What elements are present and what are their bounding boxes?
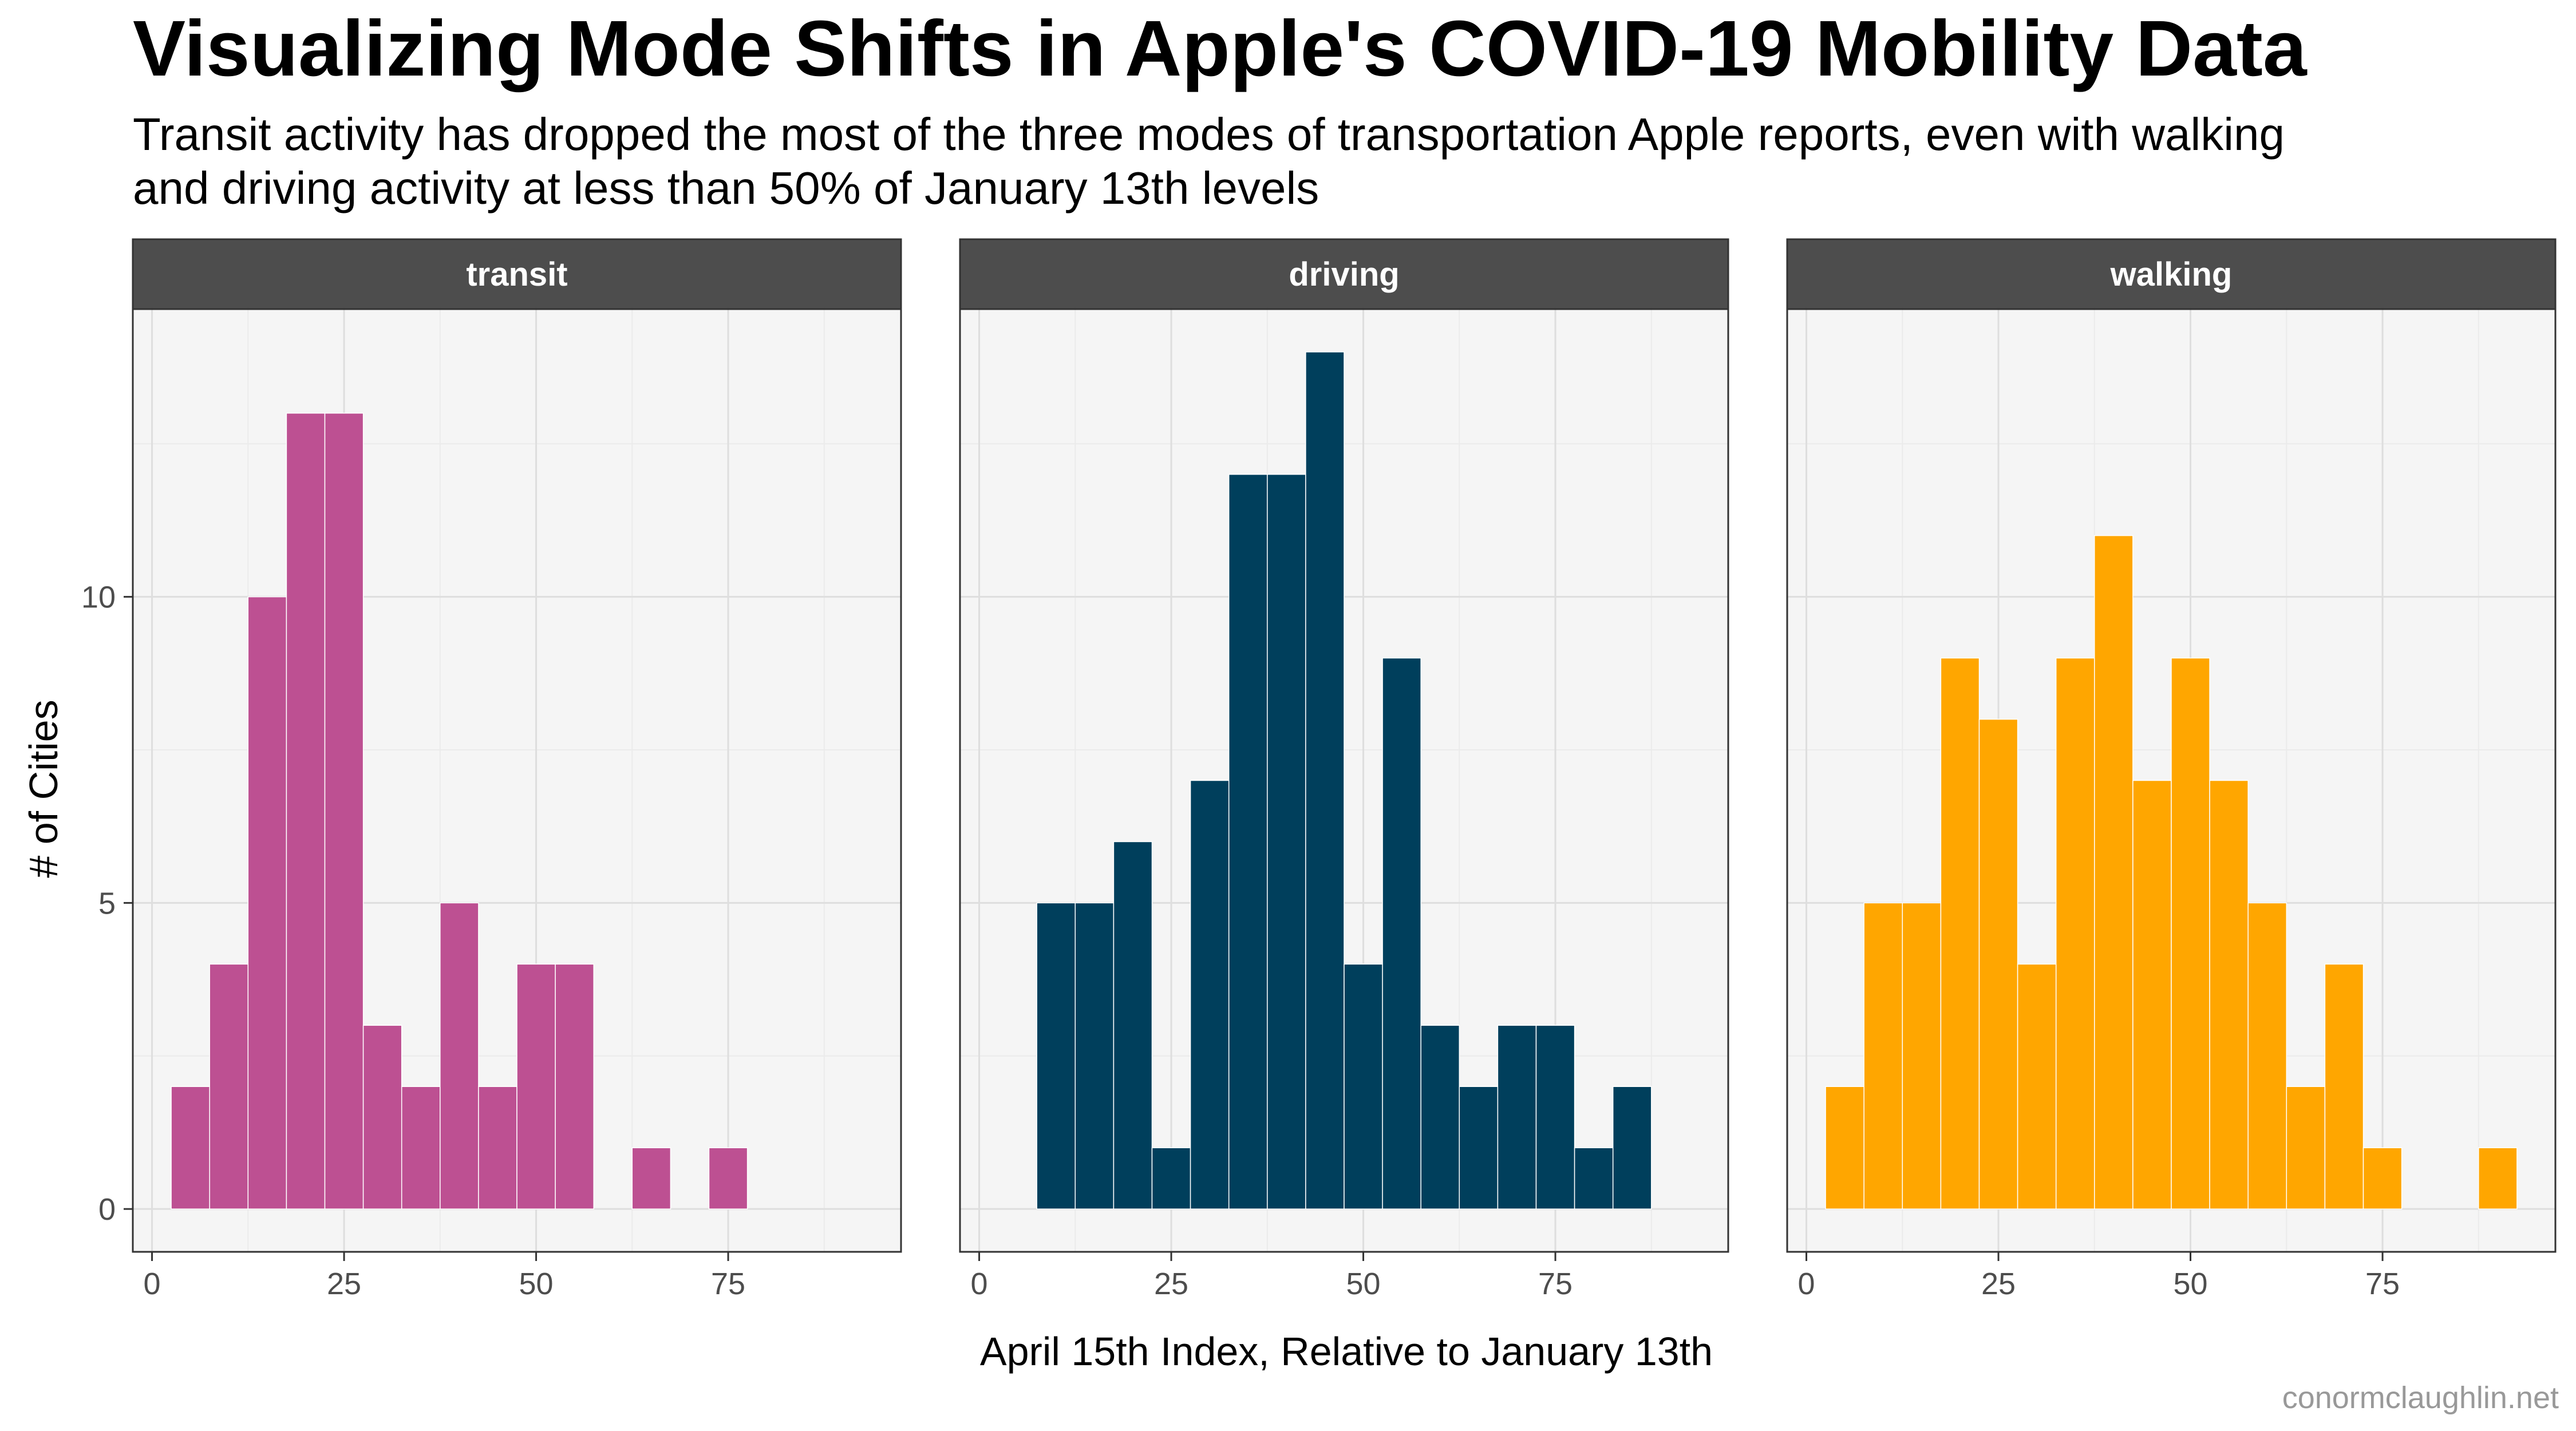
x-tick-label: 75 <box>711 1267 745 1301</box>
facet-walking: walking 0 25 50 75 <box>1786 238 2557 1301</box>
histogram-bar <box>1612 1086 1652 1209</box>
x-tick-label: 0 <box>1798 1267 1815 1301</box>
histogram-bar <box>1151 1147 1191 1209</box>
x-tick-label: 0 <box>144 1267 161 1301</box>
histogram-bar <box>1420 1025 1460 1209</box>
histogram-bar <box>2055 657 2095 1209</box>
histogram-bar <box>631 1147 671 1209</box>
histogram-bar <box>1074 902 1115 1209</box>
histogram-bar <box>1863 902 1903 1209</box>
histogram-bar <box>1228 474 1268 1209</box>
histogram-bar <box>1574 1147 1614 1209</box>
histogram-bar <box>1036 902 1076 1209</box>
x-tick-label: 25 <box>1154 1267 1188 1301</box>
chart-subtitle-line-2: and driving activity at less than 50% of… <box>133 163 1319 214</box>
histogram-bar <box>2132 780 2172 1209</box>
y-axis-title: # of Cities <box>21 699 66 877</box>
histogram-bar <box>1497 1025 1537 1209</box>
histogram-bar <box>440 902 479 1209</box>
facet-strip-label: driving <box>1289 256 1399 293</box>
x-tick-label: 50 <box>2174 1267 2208 1301</box>
facet-strip-label: walking <box>2110 256 2233 293</box>
histogram-bar <box>478 1086 517 1209</box>
x-tick-label: 25 <box>327 1267 361 1301</box>
histogram-bar <box>2017 963 2057 1209</box>
histogram-bar <box>1825 1086 1864 1209</box>
x-tick-label: 25 <box>1981 1267 2016 1301</box>
histogram-bar <box>1382 657 1421 1209</box>
histogram-bar <box>1344 963 1383 1209</box>
facet-strip <box>132 238 902 310</box>
x-tick-label: 75 <box>1538 1267 1573 1301</box>
histogram-bar <box>362 1025 402 1209</box>
histogram-bar <box>1305 351 1345 1209</box>
x-axis-title: April 15th Index, Relative to January 13… <box>980 1329 1713 1374</box>
facet-strip-label: transit <box>466 256 567 293</box>
facet-strip <box>959 238 1729 310</box>
y-tick-label: 0 <box>98 1192 116 1227</box>
histogram-bar <box>555 963 594 1209</box>
x-tick-label: 50 <box>1346 1267 1381 1301</box>
histogram-bar <box>1978 718 2018 1209</box>
chart-subtitle-line-1: Transit activity has dropped the most of… <box>133 109 2285 160</box>
histogram-bar <box>1902 902 1942 1209</box>
histogram-bar <box>2171 657 2210 1209</box>
facet-transit: transit 0 25 50 75 0 5 10 <box>81 238 902 1301</box>
y-tick-label: 10 <box>81 580 116 615</box>
facet-strip <box>1786 238 2557 310</box>
histogram-bar <box>2324 963 2364 1209</box>
histogram-bar <box>2247 902 2287 1209</box>
y-tick-label: 5 <box>98 886 116 920</box>
histogram-bar <box>1267 474 1306 1209</box>
histogram-bar <box>708 1147 748 1209</box>
x-tick-label: 75 <box>2365 1267 2400 1301</box>
histogram-bar <box>1113 841 1153 1209</box>
histogram-bar <box>286 413 326 1209</box>
histogram-bar <box>2094 535 2134 1209</box>
histogram-bar <box>1535 1025 1575 1209</box>
histogram-bar <box>1190 780 1230 1209</box>
histogram-bar <box>2478 1147 2518 1209</box>
facet-driving: driving 0 25 50 75 <box>959 238 1729 1301</box>
histogram-bar <box>247 596 287 1209</box>
histogram-bar <box>516 963 556 1209</box>
histogram-bar <box>1459 1086 1499 1209</box>
histogram-bar <box>2362 1147 2403 1209</box>
histogram-bar <box>324 413 364 1209</box>
histogram-bar <box>171 1086 210 1209</box>
facet-panels: transit 0 25 50 75 0 5 10 driving 0 25 50 75 walking 0… <box>81 238 2557 1301</box>
histogram-bar <box>1940 657 1980 1209</box>
histogram-bar <box>2209 780 2249 1209</box>
histogram-bar <box>401 1086 441 1209</box>
histogram-bar <box>2286 1086 2326 1209</box>
x-tick-label: 0 <box>971 1267 988 1301</box>
chart-title: Visualizing Mode Shifts in Apple's COVID… <box>133 5 2308 93</box>
histogram-bar <box>209 963 249 1209</box>
caption: conormclaughlin.net <box>2282 1381 2559 1415</box>
x-tick-label: 50 <box>519 1267 554 1301</box>
